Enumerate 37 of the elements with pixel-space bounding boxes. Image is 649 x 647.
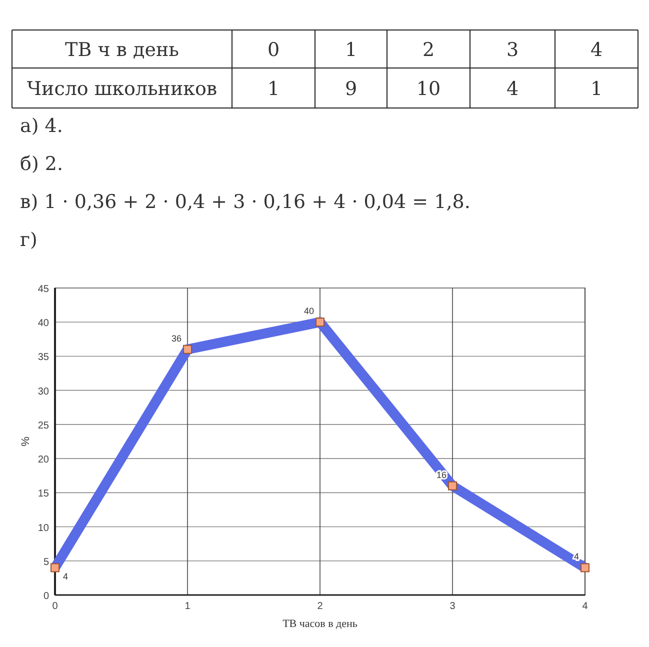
text: б) 2. — [20, 153, 64, 175]
text: 3 — [506, 39, 519, 61]
data-label: 36 — [171, 333, 182, 344]
text: г) — [20, 229, 38, 251]
text: а) 4. — [20, 115, 63, 137]
y-tick-label: 40 — [38, 318, 50, 330]
text: в) 1 · 0,36 + 2 · 0,4 + 3 · 0,16 + 4 · 0,04 = 1,8. — [20, 191, 470, 213]
y-tick-label: 5 — [43, 556, 50, 568]
text: 0 — [267, 39, 280, 61]
data-label: 40 — [304, 306, 314, 316]
y-tick-label: 35 — [38, 352, 50, 364]
y-axis-title: % — [20, 436, 32, 446]
text: Число школьников — [26, 78, 218, 100]
text: 10 — [416, 78, 441, 100]
y-tick-label: 20 — [38, 454, 50, 466]
x-tick-label: 2 — [317, 601, 324, 612]
text: 4 — [590, 39, 603, 61]
text: 9 — [344, 78, 358, 100]
data-label: 4 — [63, 572, 68, 582]
y-tick-label: 15 — [38, 488, 50, 500]
x-tick-label: 0 — [52, 601, 58, 612]
x-tick-label: 4 — [582, 601, 588, 612]
x-tick-label: 1 — [184, 601, 191, 612]
text: 1 — [267, 78, 280, 100]
text: 1 — [590, 78, 603, 100]
y-tick-label: 45 — [38, 284, 50, 295]
text: 2 — [422, 39, 435, 61]
data-label: 16 — [436, 470, 446, 480]
y-tick-label: 10 — [38, 522, 50, 534]
y-tick-label: 30 — [38, 386, 50, 398]
x-tick-label: 3 — [450, 601, 456, 612]
text: ТВ ч в день — [65, 39, 179, 61]
text: 4 — [506, 78, 519, 100]
x-axis-title: ТВ часов в день — [282, 618, 358, 630]
y-tick-label: 25 — [38, 420, 50, 432]
y-tick-label: 0 — [43, 591, 50, 602]
text: 1 — [344, 39, 358, 61]
